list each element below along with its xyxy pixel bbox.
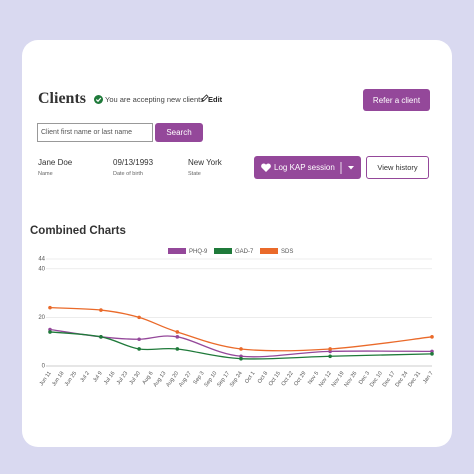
x-tick-label: Oct 1 (244, 371, 256, 385)
data-point (175, 335, 180, 339)
legend-label: SDS (281, 249, 293, 255)
log-session-button[interactable]: Log KAP session (254, 156, 361, 179)
series-line (49, 328, 433, 358)
x-tick-label: Oct 15 (268, 371, 282, 388)
x-tick-label: Aug 27 (178, 371, 193, 389)
page-title: Clients (38, 90, 86, 107)
data-point (328, 354, 332, 359)
search-input[interactable]: Client first name or last name (37, 123, 153, 142)
name-label: Name (38, 171, 53, 177)
x-tick-label: Sep 24 (229, 371, 244, 389)
x-tick-label: Oct 22 (281, 371, 295, 388)
client-state: New York (188, 158, 222, 167)
x-tick-label: Jul 16 (103, 371, 116, 386)
data-point (137, 337, 141, 342)
data-point (328, 347, 332, 351)
x-tick-label: Jul 23 (116, 371, 129, 386)
dob-label: Date of birth (113, 171, 143, 177)
y-tick-label: 40 (38, 266, 45, 272)
data-point (48, 330, 52, 334)
section-title: Combined Charts (30, 225, 126, 237)
x-tick-label: Oct 8 (257, 371, 269, 385)
client-dob: 09/13/1993 (113, 158, 154, 167)
x-tick-label: Nov 26 (344, 371, 359, 389)
x-tick-label: Jan 7 (422, 371, 435, 385)
data-point (48, 305, 52, 310)
x-tick-label: Jun 18 (51, 371, 65, 388)
legend-label: PHQ-9 (189, 249, 208, 255)
log-button-icons (261, 162, 354, 174)
state-label: State (188, 171, 201, 177)
series-line (49, 306, 433, 352)
data-point (430, 335, 434, 339)
log-session-text: Log KAP session (274, 163, 335, 172)
legend-label: GAD-7 (235, 249, 254, 255)
pencil-icon (201, 94, 209, 102)
x-tick-label: Dec 31 (407, 371, 422, 389)
view-history-button[interactable]: View history (366, 156, 429, 179)
data-point (430, 352, 434, 356)
legend-swatch (214, 248, 232, 254)
y-tick-label: 44 (38, 257, 45, 263)
search-button[interactable]: Search (155, 123, 203, 142)
y-tick-label: 20 (38, 315, 45, 321)
data-point (175, 347, 180, 351)
x-tick-label: Oct 29 (293, 371, 307, 388)
data-point (99, 308, 103, 312)
edit-link[interactable]: Edit (208, 95, 223, 104)
data-point (239, 347, 243, 351)
x-tick-label: Jun 25 (64, 371, 78, 388)
status-text: You are accepting new clients (105, 95, 204, 104)
data-point (137, 347, 141, 351)
x-tick-label: Jul 30 (129, 371, 142, 386)
y-tick-label: 0 (42, 364, 46, 370)
data-point (99, 335, 103, 339)
client-name: Jane Doe (38, 158, 73, 167)
legend-swatch (260, 248, 278, 254)
legend-swatch (168, 248, 186, 254)
x-tick-label: Jul 2 (79, 371, 91, 384)
x-tick-label: Jul 9 (92, 371, 104, 384)
data-point (239, 356, 243, 361)
data-point (175, 330, 180, 334)
refer-button[interactable]: Refer a client (363, 89, 430, 111)
data-point (137, 315, 141, 320)
check-icon (94, 95, 103, 104)
